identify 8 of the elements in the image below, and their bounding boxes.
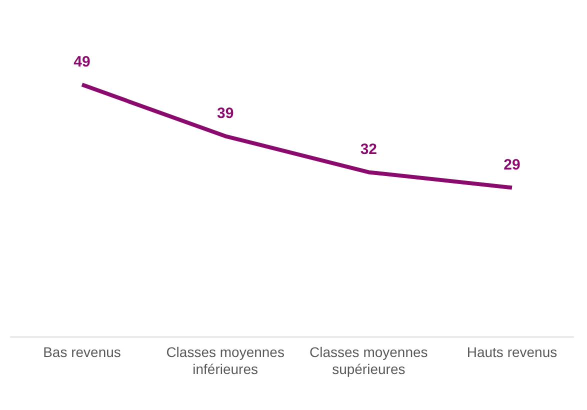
x-tick-label: Classes moyennes supérieures [310, 344, 428, 377]
data-label: 29 [504, 156, 520, 174]
x-tick-label: Hauts revenus [466, 344, 558, 360]
data-label: 49 [74, 54, 90, 71]
data-label: 32 [360, 141, 378, 158]
x-tick-label: Classes moyennes inférieures [166, 344, 284, 377]
data-label: 39 [216, 105, 234, 122]
x-tick-label: Bas revenus [43, 344, 121, 360]
